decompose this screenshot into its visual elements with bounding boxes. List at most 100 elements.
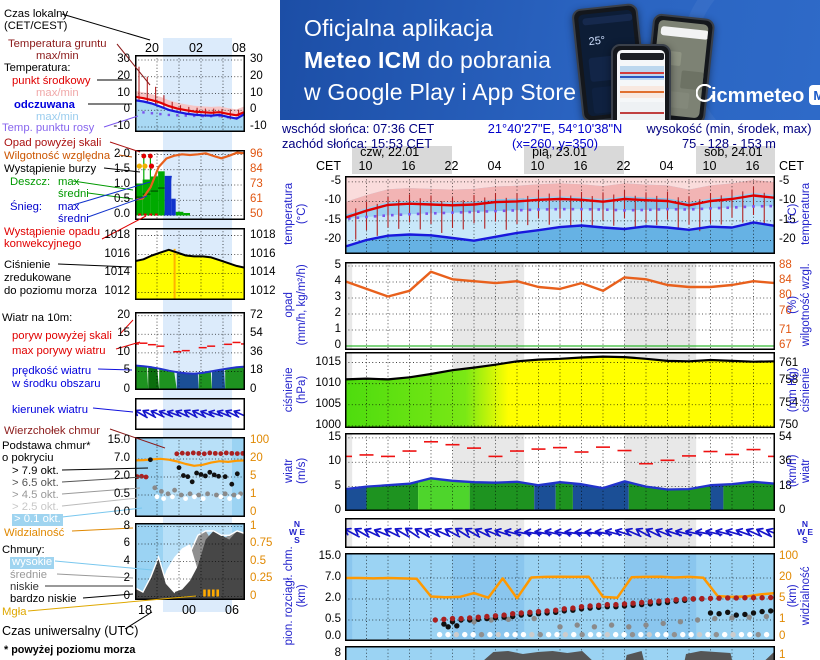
mini-tick-left: 2 [123, 572, 130, 584]
day-label: sob, 24.01 [704, 145, 763, 159]
legend-chmury: Chmury: [2, 544, 45, 556]
mini-tick-right: 0.25 [250, 572, 273, 584]
mini-tick-right: 0 [250, 589, 257, 602]
mini-tick-right: 0 [250, 506, 257, 518]
mini-tick-left: 10 [117, 345, 130, 358]
leader-line [72, 180, 134, 191]
sunset-time: zachód słońca: 15:53 CET [282, 136, 433, 152]
legend-temp-gruntu-2: max/min [36, 50, 79, 62]
legend-punkt-rosy: Temp. punktu rosy [2, 122, 95, 134]
mini-tick-right: 73 [250, 178, 263, 190]
mini-tick-right: -10 [250, 119, 267, 132]
legend-cisnienie: Ciśnienie [4, 259, 51, 271]
leader-line [87, 192, 134, 200]
cloud-tick-left: 7.0 [325, 571, 341, 583]
mini-tick-left: 1016 [104, 247, 130, 260]
leader-line [97, 368, 133, 371]
hour-label: 16 [573, 159, 588, 173]
wind-tick-right: 36 [779, 455, 792, 468]
legend-mgla: Mgła [2, 606, 27, 618]
leader-line [61, 13, 151, 41]
legend-temperature-chart [135, 55, 245, 132]
mini-tick-right: 1 [250, 519, 257, 532]
wind-tick-left: 5 [334, 479, 341, 492]
humidity-chart [345, 262, 775, 350]
leader-line [103, 167, 141, 173]
mini-tick-right: 50 [250, 208, 263, 221]
pressure-chart [345, 352, 775, 428]
legend-wierzcholek: Wierzchołek chmur [4, 425, 101, 437]
mini-tick-left: 0.0 [114, 506, 130, 518]
legend-punkt-srodkowy: punkt środkowy [12, 75, 91, 87]
legend-cisnienie-2: zredukowane [4, 272, 72, 284]
mini-top-hour: 08 [232, 41, 246, 55]
pressure-tick-left: 1015 [315, 355, 341, 368]
legend-niskie: niskie [10, 581, 39, 593]
leader-line [27, 595, 197, 612]
legend-deszcz-max: max [58, 176, 80, 188]
mini-tick-right: 100 [250, 434, 270, 446]
wind-tick-left: 10 [328, 455, 341, 468]
temp-tick-left: -5 [330, 174, 341, 187]
wind-direction-chart [345, 518, 775, 548]
temp-tick-right: -15 [779, 213, 796, 226]
legend-snieg: Śnieg: [10, 201, 43, 213]
mini-tick-right: 30 [250, 53, 263, 66]
legend-czas-utc: Czas uniwersalny (UTC) [2, 624, 139, 638]
hour-label: 04 [659, 159, 674, 173]
app-promo-banner[interactable]: Oficjalna aplikacja Meteo ICM do pobrani… [280, 0, 820, 120]
opad-tick-left: 4 [334, 275, 341, 287]
cloud-tick-left: 0.5 [325, 613, 341, 625]
mini-tick-right: 20 [250, 452, 263, 464]
leader-line [61, 497, 139, 507]
mini-top-hour: 02 [189, 41, 203, 55]
logo-badge: M° [809, 85, 820, 105]
mini-tick-right: 0 [250, 103, 257, 116]
altitude-info: wysokość (min, środek, max) 75 - 128 - 1… [640, 121, 818, 151]
temp-tick-left: -10 [324, 194, 341, 207]
wind-tick-right: 0 [779, 504, 786, 516]
mini-tick-right: 72 [250, 308, 263, 321]
leader-line [61, 476, 143, 483]
pressure-tick-right: 758 [779, 374, 799, 387]
legend-temperatura: Temperatura: [4, 62, 71, 74]
humidity-tick-right: 88 [779, 259, 792, 271]
mini-bottom-hour: 00 [182, 603, 196, 617]
legend-max-porywy: max porywy wiatru [12, 345, 106, 357]
day-band [696, 146, 775, 174]
temp-tick-left: -15 [324, 213, 341, 226]
mini-tick-left: -10 [113, 119, 130, 132]
legend-footnote: * powyżej poziomu morza [4, 644, 136, 656]
leader-line [61, 487, 141, 495]
legend-okt-25: > 2.5 okt. [12, 501, 59, 513]
phone-front [611, 44, 671, 120]
mini-tick-left: 8 [123, 519, 130, 532]
cloud-tick-left: 2.0 [325, 592, 341, 604]
leader-line [71, 527, 134, 532]
cloud-layers-tick-right: 1 [779, 649, 786, 660]
legend-czas-lokalny: Czas lokalny [4, 8, 69, 20]
mini-tick-left: 2.0 [114, 147, 130, 160]
hour-label: 04 [487, 159, 502, 173]
mini-tick-right: 5 [250, 470, 257, 482]
legend-wilgotnosc: Wilgotność względna [4, 150, 111, 162]
mini-tick-left: 20 [117, 69, 130, 82]
hour-label: 10 [702, 159, 717, 173]
coords-text: 21°40'27"E, 54°10'38"N [487, 121, 623, 136]
legend-deszcz: Deszcz: [10, 176, 51, 188]
mini-tick-right: 10 [250, 86, 263, 99]
legend-srednie: średnie [10, 569, 48, 581]
legend-deszcz-sredni: średni [58, 188, 89, 200]
opad-tick-left: 2 [334, 307, 341, 319]
mini-tick-left: 0 [123, 589, 130, 602]
mini-tick-left: 1012 [104, 285, 130, 298]
mini-tick-right: 0.5 [250, 554, 266, 567]
temp-tick-right: -5 [779, 174, 790, 187]
legend-wind-direction-chart [135, 398, 245, 430]
banner-line3: w Google Play i App Store [304, 79, 577, 105]
pressure-tick-right: 754 [779, 396, 799, 409]
wind-tick-right: 18 [779, 479, 792, 492]
pressure-tick-left: 1005 [315, 397, 341, 410]
